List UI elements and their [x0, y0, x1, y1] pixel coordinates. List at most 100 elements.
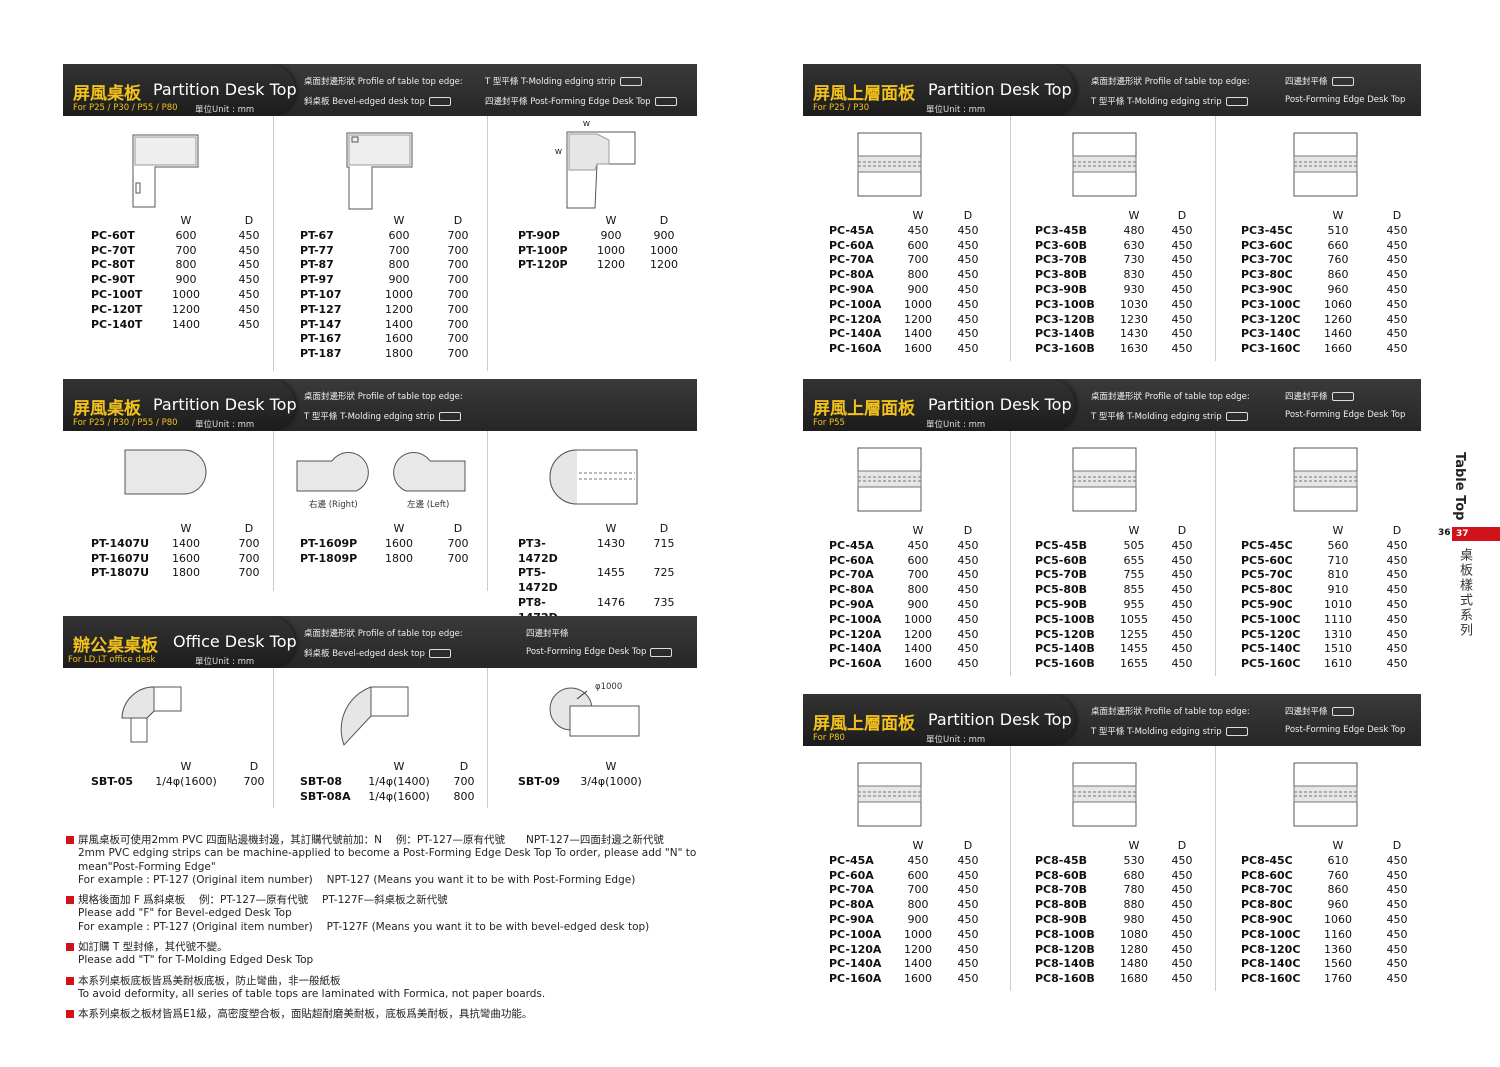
width-value: 1060 — [1324, 297, 1352, 311]
title-en: Partition Desk Top — [928, 80, 1072, 99]
header-blank — [518, 214, 582, 229]
width-value: 1200 — [904, 942, 932, 956]
panel-top-diagram — [1293, 762, 1358, 827]
model-code: PC5-80B — [1035, 583, 1088, 597]
note-line: For example : PT-127 (Original item numb… — [78, 920, 650, 933]
depth-value: 450 — [1171, 642, 1193, 656]
width-value: 1280 — [1120, 942, 1148, 956]
model-code: PC-70T — [91, 243, 135, 257]
header-d: D — [963, 524, 973, 537]
width-value: 1630 — [1120, 342, 1148, 356]
model-code: PC8-70C — [1241, 883, 1293, 897]
depth-value: 725 — [653, 566, 675, 580]
subtitle: For P80 — [813, 733, 845, 743]
model-code: PC-160A — [829, 657, 882, 671]
width-value: 960 — [1327, 898, 1349, 912]
depth-value: 700 — [447, 287, 469, 301]
width-value: 800 — [907, 583, 929, 597]
model-code: PC3-70C — [1241, 253, 1293, 267]
depth-value: 450 — [238, 287, 260, 301]
width-value: 1400 — [385, 317, 413, 331]
depth-value: 450 — [1386, 642, 1408, 656]
depth-value: 700 — [447, 536, 469, 550]
diameter-label: φ1000 — [595, 682, 623, 692]
divider — [273, 431, 274, 591]
post-en-label: Post-Forming Edge Desk Top — [1285, 725, 1406, 735]
depth-value: 450 — [1171, 868, 1193, 882]
header-w: W — [393, 760, 405, 773]
model-code: PC5-45B — [1035, 538, 1088, 552]
post-en-label: Post-Forming Edge Desk Top — [526, 647, 673, 657]
width-value: 1460 — [1324, 327, 1352, 341]
depth-value: 735 — [653, 595, 675, 609]
note-item: 屏風桌板可使用2mm PVC 四面貼邊機封邊，其訂購代號前加：N 例：PT-12… — [66, 834, 706, 887]
model-code: PC-120A — [829, 942, 882, 956]
header-blank — [300, 522, 370, 537]
depth-value: 450 — [957, 253, 979, 267]
width-value: 1800 — [172, 566, 200, 580]
spec-table: W D PC8-45C 610 450 PC8-60C 760 450 PC8-70C 860 45… — [1241, 839, 1431, 987]
width-value: 1360 — [1324, 942, 1352, 956]
model-code: PC-140A — [829, 957, 882, 971]
title-zh: 屏風上層面板 — [813, 84, 915, 104]
depth-value: 450 — [957, 597, 979, 611]
model-code: PC-45A — [829, 853, 874, 867]
spec-table: W D PC-45A 450 450 PC-60A 600 450 PC-70A 700 450 PC… — [829, 524, 995, 672]
title-en: Office Desk Top — [173, 632, 297, 651]
width-value: 1600 — [904, 342, 932, 356]
width-value: 510 — [1327, 223, 1349, 237]
post-zh-label: 四邊封平條 — [1285, 705, 1354, 717]
header-w: W — [1128, 839, 1140, 852]
svg-text:W: W — [583, 120, 590, 128]
model-code: PC5-70B — [1035, 568, 1088, 582]
unit: 單位Unit : mm — [195, 420, 255, 430]
spec-table: W D PT-1407U 1400 700 PT-1607U 1600 700 PT-1807U… — [91, 522, 282, 581]
width-value: 700 — [907, 568, 929, 582]
depth-value: 450 — [1386, 597, 1408, 611]
model-code: PT5-1472D — [518, 566, 558, 595]
header-w: W — [180, 522, 192, 535]
left-desk-diagram — [393, 452, 466, 492]
header-d: D — [963, 209, 973, 222]
section-header-r2: 屏風上層面板 Partition Desk Top For P55 單位Unit… — [803, 379, 1421, 431]
depth-value: 450 — [957, 238, 979, 252]
depth-value: 450 — [1386, 957, 1408, 971]
width-value: 1/4φ(1400) — [368, 774, 430, 788]
width-value: 3/4φ(1000) — [580, 774, 642, 788]
depth-value: 700 — [447, 273, 469, 287]
depth-value: 450 — [957, 297, 979, 311]
page-number-right: 37 — [1452, 527, 1500, 541]
width-value: 1200 — [385, 302, 413, 316]
depth-value: 450 — [1171, 253, 1193, 267]
width-value: 710 — [1327, 553, 1349, 567]
width-value: 680 — [1123, 868, 1145, 882]
spec-table: W D PC5-45B 505 450 PC5-60B 655 450 PC5-70B 755 45… — [1035, 524, 1205, 672]
width-value: 1260 — [1324, 312, 1352, 326]
depth-value: 450 — [1171, 898, 1193, 912]
depth-value: 700 — [447, 332, 469, 346]
section-header-partition-desk-top: 屏風桌板 Partition Desk Top For P25 / P30 / … — [63, 64, 697, 116]
depth-value: 450 — [957, 883, 979, 897]
panel-top-diagram — [1072, 447, 1137, 512]
model-code: PC-45A — [829, 538, 874, 552]
depth-value: 450 — [1386, 342, 1408, 356]
model-code: PC5-140B — [1035, 642, 1095, 656]
note-line: To avoid deformity, all series of table … — [78, 987, 546, 1000]
model-code: PC5-70C — [1241, 568, 1293, 582]
depth-value: 700 — [447, 347, 469, 361]
depth-value: 450 — [1386, 312, 1408, 326]
spec-table: W D SBT-05 1/4φ(1600) 700 — [91, 760, 282, 790]
profile-label: 桌面封邊形狀 Profile of table top edge: — [1091, 707, 1250, 717]
depth-value: 450 — [238, 228, 260, 242]
depth-value: 450 — [1171, 942, 1193, 956]
subtitle: For P25 / P30 / P55 / P80 — [73, 418, 178, 428]
u-desk-diagram — [124, 449, 207, 495]
width-value: 1455 — [1120, 642, 1148, 656]
depth-value: 450 — [1386, 972, 1408, 986]
model-code: PC3-140B — [1035, 327, 1095, 341]
model-code: PC-60A — [829, 553, 874, 567]
model-code: PC3-90B — [1035, 282, 1088, 296]
bevel-edge-icon — [428, 648, 451, 658]
header-blank — [829, 524, 895, 539]
depth-value: 450 — [1386, 568, 1408, 582]
